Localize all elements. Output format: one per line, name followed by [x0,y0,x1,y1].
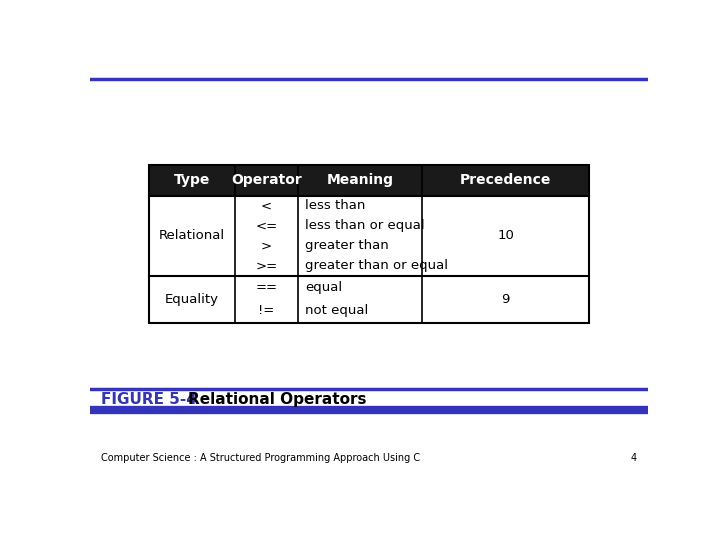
Text: not equal: not equal [305,305,369,318]
Text: greater than or equal: greater than or equal [305,259,448,272]
Text: equal: equal [305,281,342,294]
Text: Operator: Operator [231,173,302,187]
Text: !=: != [258,305,274,318]
Text: <: < [261,199,272,212]
Text: 10: 10 [498,229,514,242]
Text: Relational Operators: Relational Operators [188,392,366,407]
Text: 4: 4 [631,453,637,463]
Text: <=: <= [256,219,278,232]
Text: Relational: Relational [158,229,225,242]
Text: >=: >= [256,259,278,272]
Text: FIGURE 5-4: FIGURE 5-4 [101,392,197,407]
Text: greater than: greater than [305,239,389,252]
Text: less than: less than [305,199,366,212]
Bar [148,165,590,322]
Text: >: > [261,239,272,252]
Bar [148,165,590,196]
Text: Equality: Equality [165,293,219,306]
Text: Meaning: Meaning [327,173,394,187]
Text: Precedence: Precedence [460,173,552,187]
Text: Computer Science : A Structured Programming Approach Using C: Computer Science : A Structured Programm… [101,453,420,463]
Text: Type: Type [174,173,210,187]
Text: 9: 9 [501,293,510,306]
Text: ==: == [256,281,277,294]
Text: less than or equal: less than or equal [305,219,425,232]
